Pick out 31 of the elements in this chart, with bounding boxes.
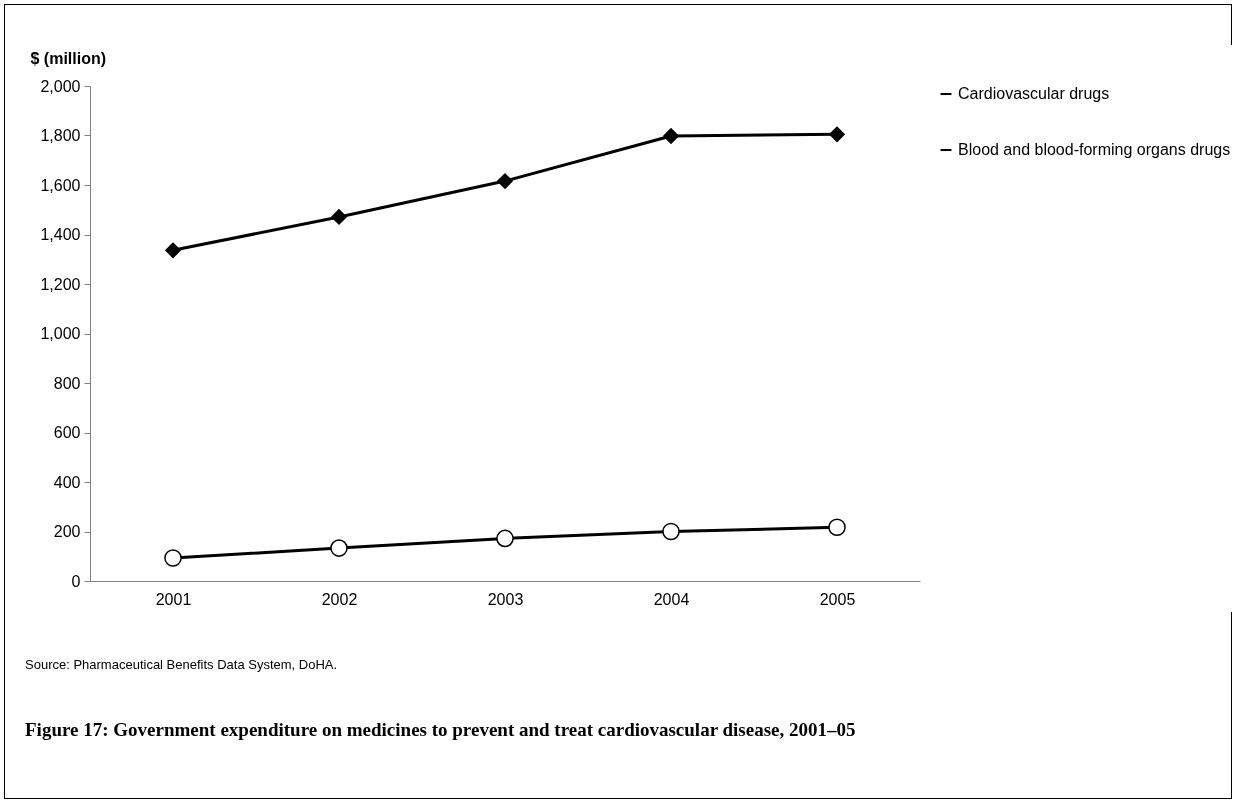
x-tick-label: 2002	[321, 590, 358, 608]
y-tick-label: 2,000	[40, 77, 81, 95]
x-tick-label: 2001	[155, 590, 192, 608]
x-tick-label: 2003	[487, 590, 524, 608]
y-tick-label: 1,600	[40, 176, 81, 194]
y-tick-label: 1,800	[40, 127, 81, 144]
y-axis-title: $ (million)	[30, 49, 107, 67]
point	[165, 242, 181, 259]
x-tick-label: 2005	[819, 590, 856, 608]
source-note: Source: Pharmaceutical Benefits Data System, DoHA.	[25, 657, 338, 672]
y-tick-label: 600	[53, 424, 81, 441]
point	[829, 126, 845, 143]
legend-label: Cardiovascular drugs	[958, 85, 1110, 102]
x-tick-label: 2004	[653, 590, 690, 608]
point	[497, 173, 513, 189]
point	[496, 529, 514, 548]
y-tick-label: 200	[53, 523, 81, 540]
y-tick-label: 1,400	[40, 226, 81, 243]
point	[828, 518, 846, 537]
y-tick-label: 1,000	[40, 325, 81, 342]
text: Figure 17: Government expenditure on medicines to prevent and treat cardiovascular disease, 2001–05	[25, 718, 857, 742]
point	[662, 522, 680, 541]
legend-label: Blood and blood-forming organs drugs	[958, 141, 1231, 158]
point	[164, 549, 182, 567]
y-tick-label: 400	[53, 473, 81, 491]
y-tick-label: 800	[53, 374, 81, 392]
y-tick-label: 0	[71, 572, 81, 590]
y-tick-label: 1,200	[40, 275, 81, 293]
point	[663, 128, 679, 144]
point	[330, 539, 348, 557]
point	[331, 209, 347, 225]
